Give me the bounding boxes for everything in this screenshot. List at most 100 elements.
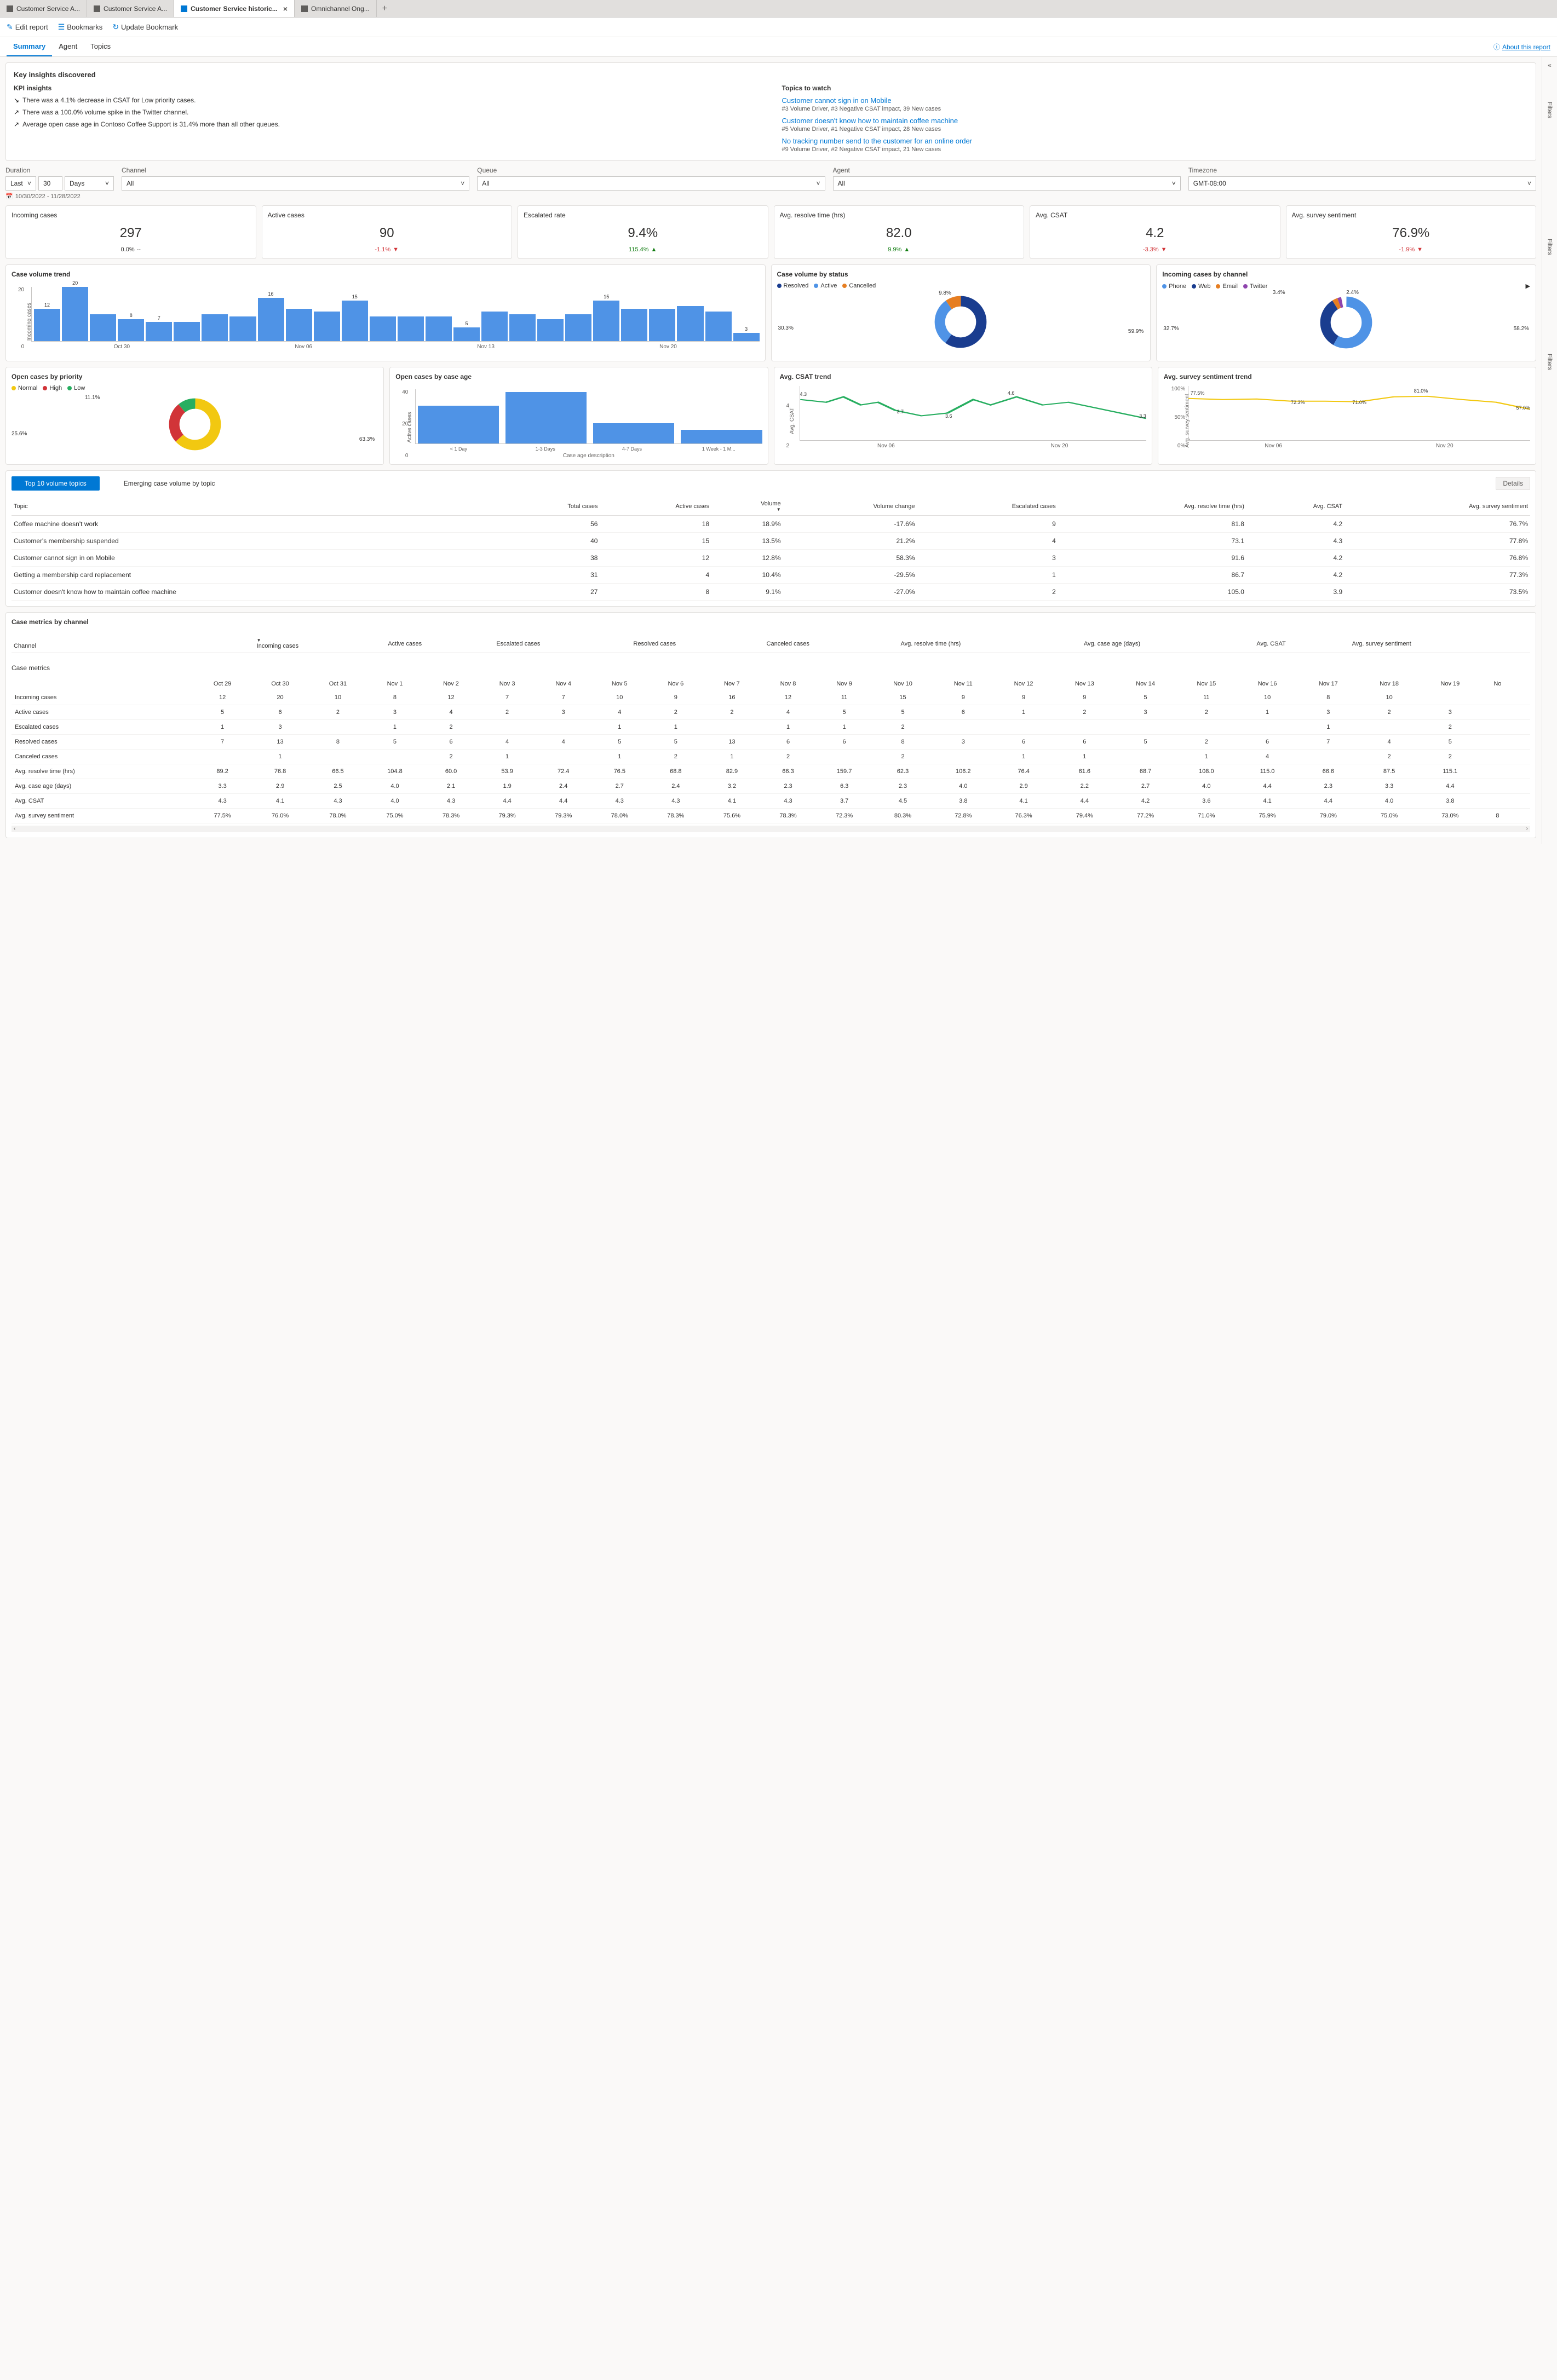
column-header[interactable]: Escalated cases [494, 635, 631, 653]
table-row[interactable]: Customer's membership suspended401513.5%… [12, 533, 1530, 550]
topic-link[interactable]: No tracking number send to the customer … [782, 137, 1529, 145]
column-header[interactable]: Topic [12, 497, 499, 516]
filters-rail-label[interactable]: Filters [1547, 354, 1553, 370]
tab-cs-admin-1[interactable]: Customer Service A... [0, 0, 87, 17]
scroll-right-icon[interactable]: › [1526, 826, 1528, 832]
metric-row: Canceled cases12112122111422 [12, 750, 1530, 764]
bar: 16 [258, 298, 284, 341]
kpi-active: Active cases 90 -1.1%▼ [262, 205, 513, 259]
y-axis: 100%50%0% [1171, 386, 1186, 449]
column-header[interactable]: Channel [12, 635, 255, 653]
dates-header-row: Oct 29Oct 30Oct 31Nov 1Nov 2Nov 3Nov 4No… [12, 677, 1530, 690]
tab-agent[interactable]: Agent [52, 37, 84, 56]
chevron-left-icon[interactable]: « [1548, 61, 1552, 69]
column-header[interactable]: Avg. resolve time (hrs) [1058, 497, 1246, 516]
agent-select[interactable]: All˅ [833, 176, 1181, 191]
tab-omnichannel[interactable]: Omnichannel Ong... [295, 0, 377, 17]
column-header[interactable]: Active cases [386, 635, 494, 653]
horizontal-scrollbar[interactable]: ‹ › [12, 826, 1530, 832]
column-header[interactable]: Canceled cases [765, 635, 899, 653]
tab-topics[interactable]: Topics [84, 37, 117, 56]
channel-select[interactable]: All˅ [122, 176, 469, 191]
column-header[interactable]: Volume change [783, 497, 917, 516]
open-priority-chart: Open cases by priority NormalHighLow 63.… [5, 367, 384, 465]
top-topics-tab[interactable]: Top 10 volume topics [12, 476, 100, 491]
date-header: Nov 4 [535, 677, 591, 690]
duration-value-input[interactable]: 30 [38, 176, 62, 191]
bar [621, 309, 647, 341]
kpi-resolve-time: Avg. resolve time (hrs) 82.0 9.9%▲ [774, 205, 1025, 259]
column-header[interactable]: Avg. CSAT [1254, 635, 1349, 653]
bar: 15 [342, 301, 368, 341]
tab-cs-historic[interactable]: Customer Service historic...× [174, 0, 295, 17]
bookmarks-button[interactable]: ☰Bookmarks [58, 22, 103, 32]
triangle-down-icon: ▼ [1161, 246, 1167, 253]
topics-table: TopicTotal casesActive casesVolume▼Volum… [12, 497, 1530, 601]
incoming-channel-chart: Incoming cases by channel PhoneWebEmailT… [1156, 264, 1536, 361]
kpi-value: 90 [268, 226, 507, 241]
slice-label: 25.6% [12, 431, 27, 437]
emerging-topics-tab[interactable]: Emerging case volume by topic [111, 476, 228, 491]
kpi-value: 76.9% [1292, 226, 1531, 241]
topic-link[interactable]: Customer doesn't know how to maintain co… [782, 117, 1529, 125]
bar [370, 316, 396, 341]
add-tab-button[interactable]: + [377, 0, 393, 17]
edit-report-button[interactable]: ✎Edit report [7, 22, 48, 32]
close-icon[interactable]: × [283, 4, 288, 13]
trend-down-icon: ↘ [14, 96, 19, 104]
browser-tab-bar: Customer Service A... Customer Service A… [0, 0, 1557, 18]
filters-rail-label[interactable]: Filters [1547, 102, 1553, 118]
queue-select[interactable]: All˅ [477, 176, 825, 191]
topic-link[interactable]: Customer cannot sign in on Mobile [782, 96, 1529, 105]
slice-label: 32.7% [1163, 326, 1179, 332]
report-toolbar: ✎Edit report ☰Bookmarks ↻Update Bookmark [0, 18, 1557, 37]
kpi-title: Avg. resolve time (hrs) [780, 211, 1019, 219]
duration-mode-select[interactable]: Last˅ [5, 176, 36, 191]
kpi-title: Escalated rate [524, 211, 762, 219]
slice-label: 30.3% [778, 325, 794, 331]
column-header[interactable]: Active cases [600, 497, 711, 516]
column-header[interactable]: ▼Incoming cases [255, 635, 386, 653]
column-header[interactable]: Total cases [499, 497, 600, 516]
timezone-select[interactable]: GMT-08:00˅ [1188, 176, 1536, 191]
bar-container: 12208716155153 [31, 287, 760, 342]
filter-bar: Duration Last˅ 30 Days˅ 📅10/30/2022 - 11… [5, 166, 1536, 200]
table-row[interactable]: Getting a membership card replacement314… [12, 567, 1530, 584]
legend-item: Normal [12, 385, 37, 391]
column-header[interactable]: Volume▼ [711, 497, 783, 516]
update-bookmark-button[interactable]: ↻Update Bookmark [112, 22, 178, 32]
column-header[interactable]: Avg. CSAT [1246, 497, 1345, 516]
table-row[interactable]: Coffee machine doesn't work561818.9%-17.… [12, 516, 1530, 533]
bar: 3 [733, 333, 760, 341]
details-button[interactable]: Details [1496, 477, 1530, 490]
kpi-sentiment: Avg. survey sentiment 76.9% -1.9%▼ [1286, 205, 1537, 259]
scroll-left-icon[interactable]: ‹ [14, 826, 15, 832]
donut-svg [168, 397, 222, 452]
kpi-title: Avg. survey sentiment [1292, 211, 1531, 219]
sentiment-trend-chart: Avg. survey sentiment trend Avg. survey … [1158, 367, 1536, 465]
line-container: 4.3 3.7 3.6 4.6 3.3 [800, 386, 1146, 441]
table-row[interactable]: Customer doesn't know how to maintain co… [12, 584, 1530, 601]
duration-unit-select[interactable]: Days˅ [65, 176, 114, 191]
table-row[interactable]: Customer cannot sign in on Mobile381212.… [12, 550, 1530, 567]
topic-meta: #9 Volume Driver, #2 Negative CSAT impac… [782, 146, 1529, 153]
metric-row: Avg. CSAT4.34.14.34.04.34.44.44.34.34.14… [12, 794, 1530, 809]
table-header-row: Channel▼Incoming casesActive casesEscala… [12, 635, 1530, 653]
tab-label: Customer Service A... [16, 5, 80, 13]
column-header[interactable]: Avg. case age (days) [1082, 635, 1254, 653]
column-header[interactable]: Escalated cases [917, 497, 1058, 516]
column-header[interactable]: Resolved cases [631, 635, 764, 653]
slice-label: 9.8% [939, 290, 951, 296]
column-header[interactable]: Avg. survey sentiment [1345, 497, 1530, 516]
chevron-down-icon: ˅ [27, 180, 31, 187]
kpi-title: Incoming cases [12, 211, 250, 219]
tab-cs-admin-2[interactable]: Customer Service A... [87, 0, 174, 17]
tab-summary[interactable]: Summary [7, 37, 52, 56]
filters-rail-label[interactable]: Filters [1547, 239, 1553, 255]
chevron-right-icon[interactable]: ▶ [1526, 283, 1530, 290]
column-header[interactable]: Avg. survey sentiment [1350, 635, 1530, 653]
donut-svg [1319, 295, 1374, 350]
column-header[interactable]: Avg. resolve time (hrs) [898, 635, 1081, 653]
donut-svg [933, 295, 988, 349]
about-report-link[interactable]: ⓘAbout this report [1493, 37, 1550, 56]
